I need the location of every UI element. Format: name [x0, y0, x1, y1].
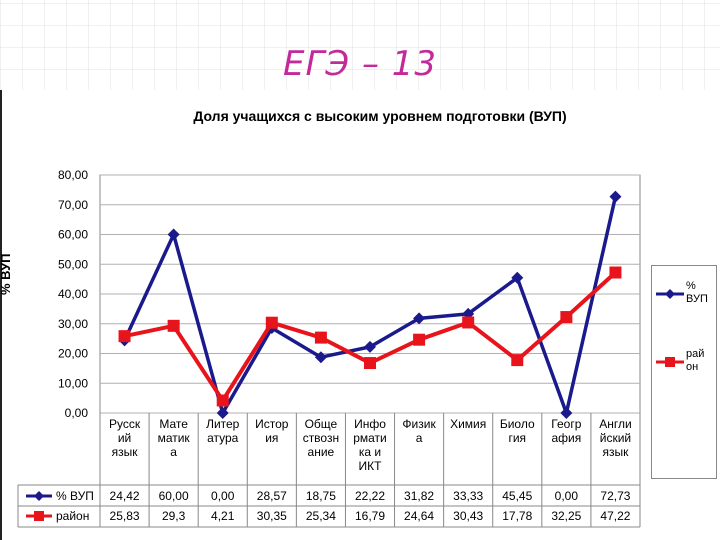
table-cell: 0,00: [554, 489, 579, 503]
series-line: [124, 271, 617, 403]
slide-title: ЕГЭ – 13: [282, 44, 438, 84]
data-point: [511, 271, 524, 284]
y-tick-label: 0,00: [65, 406, 89, 420]
table-cell: 33,33: [453, 489, 484, 503]
data-point: [560, 311, 573, 324]
data-point: [118, 330, 131, 343]
table-cell: 29,3: [161, 509, 186, 523]
table-cell: 25,83: [109, 509, 140, 523]
table-cell: 31,82: [404, 489, 435, 503]
table-cell: 16,79: [354, 509, 385, 523]
data-point: [216, 394, 229, 407]
y-tick-label: 30,00: [58, 317, 88, 331]
data-point: [167, 228, 180, 241]
line-chart: 0,00 10,00 20,00 30,00 40,00 50,00 60,00 70,00 8…: [17, 168, 641, 528]
table-cell: 22,22: [354, 489, 385, 503]
data-point: [364, 340, 376, 353]
x-tick-label: Инфо рмати ка и ИКТ: [353, 417, 387, 473]
x-tick-label: Обще ствозн ание: [302, 417, 340, 459]
legend-swatch: [656, 289, 684, 299]
table-cell: 4,21: [211, 509, 235, 523]
x-tick-label: Геогр афия: [551, 417, 582, 445]
table-cell: 60,00: [158, 489, 189, 503]
legend-label: % ВУП: [686, 280, 708, 305]
data-point: [314, 331, 327, 344]
table-cell: 24,64: [404, 509, 435, 523]
table-legend-marker: [34, 491, 44, 501]
data-point: [511, 354, 524, 367]
table-series-name: % ВУП: [56, 489, 94, 503]
chart-legend: % ВУП рай он: [651, 265, 717, 479]
data-point: [560, 407, 573, 419]
table-series-name: район: [56, 509, 90, 523]
y-tick-label: 10,00: [58, 376, 88, 390]
table-cell: 17,78: [502, 509, 533, 523]
data-point: [265, 316, 278, 329]
x-tick-label: Мате матик а: [157, 417, 190, 459]
x-tick-label: Русск ий язык: [108, 417, 141, 459]
x-tick-label: Англи йский язык: [599, 417, 632, 459]
table-cell: 32,25: [551, 509, 582, 523]
table-cell: 47,22: [600, 509, 631, 523]
y-tick-label: 40,00: [58, 287, 88, 301]
table-cell: 25,34: [305, 509, 336, 523]
data-point: [314, 351, 327, 364]
table-cell: 30,35: [256, 509, 287, 523]
y-tick-label: 70,00: [58, 198, 88, 212]
table-cell: 24,42: [109, 489, 140, 503]
table-cell: 72,73: [600, 489, 631, 503]
y-tick-label: 60,00: [58, 228, 88, 242]
slide-background: [0, 0, 720, 92]
legend-item: % ВУП: [656, 280, 714, 310]
table-cell: 30,43: [453, 509, 484, 523]
legend-item: рай он: [656, 348, 714, 378]
data-point: [462, 316, 475, 329]
x-tick-label: Физик а: [402, 417, 436, 445]
series-line: [122, 196, 618, 415]
data-point: [216, 407, 229, 419]
data-point: [462, 307, 475, 320]
table-legend-marker: [34, 511, 44, 521]
table-cell: 28,57: [256, 489, 287, 503]
data-point: [609, 266, 622, 279]
chart-frame: Доля учащихся с высоким уровнем подготов…: [0, 90, 720, 540]
x-tick-label: Биоло гия: [499, 417, 535, 445]
table-cell: 45,45: [502, 489, 533, 503]
y-tick-label: 80,00: [58, 168, 88, 182]
data-point: [364, 357, 376, 370]
legend-label: рай он: [686, 348, 705, 373]
table-cell: 0,00: [211, 489, 235, 503]
data-point: [609, 190, 622, 203]
frame-edge: [0, 90, 2, 540]
x-tick-label: Химия: [450, 417, 487, 431]
x-tick-label: Литер атура: [206, 417, 240, 445]
data-point: [167, 319, 180, 332]
table-cell: 18,75: [305, 489, 336, 503]
y-tick-label: 20,00: [58, 347, 88, 361]
chart-title: Доля учащихся с высоким уровнем подготов…: [193, 108, 567, 124]
data-point: [413, 333, 426, 346]
x-tick-label: Истор ия: [255, 417, 289, 445]
data-point: [413, 312, 426, 325]
legend-swatch: [656, 357, 684, 367]
y-tick-label: 50,00: [58, 257, 88, 271]
